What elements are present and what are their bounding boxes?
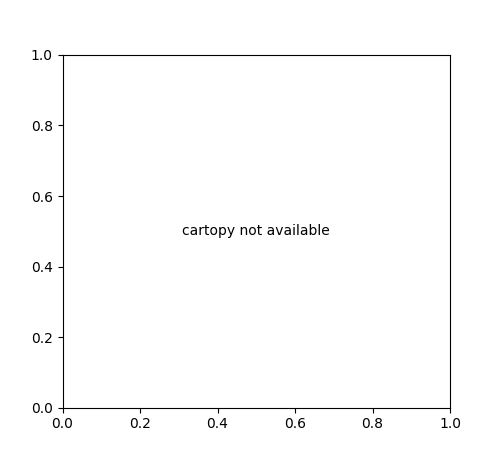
Text: cartopy not available: cartopy not available — [182, 224, 330, 238]
